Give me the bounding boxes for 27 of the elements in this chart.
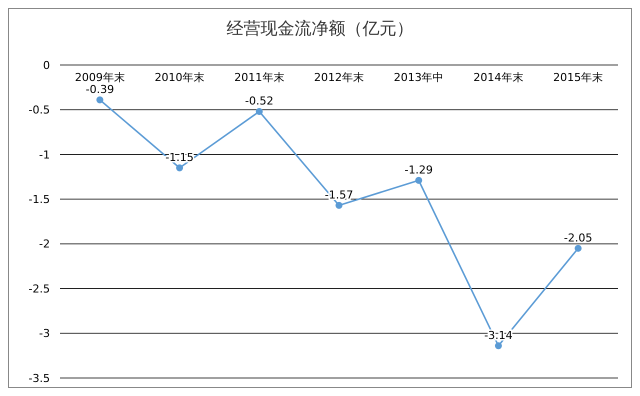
y-tick-label: -0.5 <box>28 104 50 117</box>
point <box>494 342 502 350</box>
point <box>336 202 342 209</box>
x-tick-label: 2009年末 <box>74 71 125 84</box>
x-tick-label: 2012年末 <box>314 71 364 84</box>
data-label: -0.52 <box>245 94 274 108</box>
y-tick-label: -2 <box>39 238 50 251</box>
x-tick-label: 2011年末 <box>234 71 284 84</box>
y-tick-label: -3 <box>39 327 50 340</box>
chart-title: 经营现金流净额（亿元） <box>226 19 414 39</box>
x-tick-label: 2010年末 <box>154 71 205 84</box>
x-tick-label: 2014年末 <box>473 71 524 84</box>
y-tick-label: -3.5 <box>28 372 50 385</box>
point <box>415 176 422 184</box>
y-tick-label: -2.5 <box>28 282 50 296</box>
point <box>574 244 582 252</box>
data-label: -1.29 <box>404 163 433 176</box>
data-label: -0.39 <box>86 82 114 96</box>
point <box>256 108 263 116</box>
y-tick-label: -1.5 <box>28 192 50 206</box>
point <box>96 96 104 104</box>
data-label: -2.05 <box>564 231 592 244</box>
y-tick-label: -1 <box>39 148 50 162</box>
y-tick-label: 0 <box>43 58 50 72</box>
point <box>176 164 184 172</box>
x-tick-label: 2013年中 <box>394 71 444 84</box>
x-tick-label: 2015年末 <box>553 71 604 84</box>
